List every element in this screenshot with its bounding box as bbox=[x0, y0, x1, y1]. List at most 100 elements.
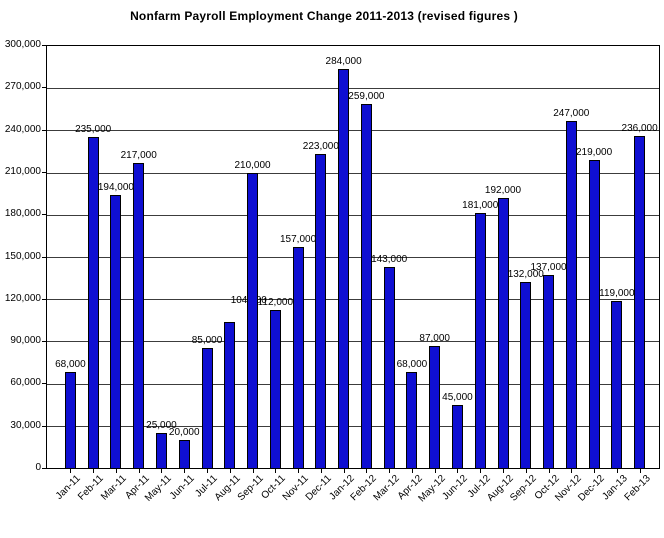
y-tick bbox=[42, 468, 46, 469]
gridline bbox=[47, 88, 659, 90]
x-tick bbox=[207, 469, 208, 473]
x-tick bbox=[571, 469, 573, 473]
x-tick bbox=[70, 469, 72, 473]
x-tick bbox=[115, 469, 117, 473]
bar-value-label: 192,000 bbox=[484, 184, 522, 196]
plot-area: 68,000 235,000 194,000 217,000 25,000 20,000 8… bbox=[46, 45, 660, 469]
bar bbox=[110, 195, 122, 468]
y-tick bbox=[42, 214, 46, 216]
y-tick bbox=[42, 425, 46, 427]
x-axis-label: Jun-11 bbox=[168, 473, 197, 502]
y-axis-label: 210,000 bbox=[4, 165, 41, 177]
bar bbox=[64, 372, 76, 468]
gridline bbox=[47, 383, 659, 385]
bar-value-label: 20,000 bbox=[168, 426, 200, 438]
y-axis-label: 60,000 bbox=[10, 377, 41, 389]
x-tick bbox=[343, 469, 345, 473]
bar-value-label: 223,000 bbox=[302, 141, 339, 153]
bar bbox=[634, 136, 646, 468]
y-axis-label: 0 bbox=[35, 462, 41, 473]
bar-value-label: 137,000 bbox=[530, 262, 567, 274]
bar-value-label: 210,000 bbox=[234, 159, 271, 171]
y-axis-label: 30,000 bbox=[10, 419, 41, 431]
bars-region: 68,000 235,000 194,000 217,000 25,000 20,000 8… bbox=[55, 46, 658, 468]
y-axis-label: 180,000 bbox=[4, 208, 41, 220]
bar bbox=[178, 439, 190, 468]
bar-value-label: 247,000 bbox=[553, 107, 590, 119]
y-tick bbox=[42, 129, 46, 131]
bar bbox=[292, 247, 304, 468]
gridline bbox=[47, 214, 659, 216]
bar bbox=[247, 172, 259, 468]
x-tick bbox=[93, 469, 95, 473]
bar bbox=[87, 137, 99, 468]
bar-value-label: 181,000 bbox=[462, 200, 499, 212]
y-tick bbox=[42, 171, 46, 173]
x-tick bbox=[320, 469, 322, 473]
bar-value-label: 219,000 bbox=[575, 146, 613, 158]
bar-value-label: 235,000 bbox=[75, 124, 112, 136]
y-axis-label: 270,000 bbox=[4, 81, 41, 93]
x-tick bbox=[503, 469, 504, 473]
bar-value-label: 217,000 bbox=[120, 149, 157, 161]
x-tick bbox=[594, 469, 596, 473]
gridline bbox=[47, 130, 659, 132]
x-tick bbox=[184, 469, 186, 473]
bar-value-label: 87,000 bbox=[419, 332, 450, 344]
bar bbox=[588, 159, 600, 468]
bar bbox=[315, 154, 327, 468]
gridline bbox=[47, 341, 659, 343]
x-tick bbox=[389, 469, 391, 473]
y-axis-label: 120,000 bbox=[4, 292, 41, 304]
bar bbox=[543, 275, 555, 468]
x-tick bbox=[639, 469, 641, 473]
y-axis-label: 90,000 bbox=[10, 335, 41, 347]
x-tick bbox=[229, 469, 231, 473]
bar-value-label: 68,000 bbox=[396, 359, 428, 371]
bar-value-label: 25,000 bbox=[146, 419, 177, 431]
x-tick bbox=[138, 469, 140, 473]
bar-value-label: 143,000 bbox=[371, 253, 408, 265]
bar bbox=[565, 120, 577, 468]
x-tick bbox=[434, 469, 436, 473]
x-tick bbox=[366, 469, 368, 473]
x-tick bbox=[275, 469, 277, 473]
bar bbox=[155, 432, 167, 468]
gridline bbox=[47, 172, 659, 174]
bar-value-label: 45,000 bbox=[442, 391, 473, 403]
bar bbox=[451, 404, 463, 468]
bar-value-label: 194,000 bbox=[97, 182, 134, 194]
x-tick bbox=[411, 469, 413, 473]
bar bbox=[360, 103, 372, 468]
y-axis-label: 300,000 bbox=[4, 39, 41, 50]
y-axis-label: 240,000 bbox=[4, 123, 41, 135]
bar-value-label: 157,000 bbox=[279, 234, 317, 246]
bar bbox=[520, 282, 532, 468]
bar bbox=[406, 372, 418, 468]
y-tick bbox=[42, 45, 46, 46]
bar-value-label: 284,000 bbox=[325, 55, 362, 67]
bar bbox=[133, 162, 145, 468]
bar-value-label: 119,000 bbox=[599, 287, 635, 299]
x-tick bbox=[457, 469, 459, 473]
bar bbox=[497, 197, 509, 468]
x-tick bbox=[298, 469, 300, 473]
bar bbox=[474, 213, 486, 468]
bar-value-label: 68,000 bbox=[55, 359, 86, 371]
y-tick bbox=[42, 256, 46, 258]
gridline bbox=[47, 425, 659, 427]
bar bbox=[201, 348, 213, 468]
x-tick bbox=[161, 469, 163, 473]
y-tick bbox=[42, 298, 46, 300]
x-tick bbox=[548, 469, 550, 473]
bar-value-label: 259,000 bbox=[348, 90, 385, 102]
y-axis-label: 150,000 bbox=[4, 250, 41, 262]
gridline bbox=[47, 257, 659, 258]
y-tick bbox=[42, 383, 46, 385]
bar-value-label: 236,000 bbox=[621, 123, 658, 135]
bar-value-label: 132,000 bbox=[507, 269, 544, 281]
bar-value-label: 112,000 bbox=[257, 297, 293, 309]
chart-title: Nonfarm Payroll Employment Change 2011-2… bbox=[130, 9, 518, 23]
gridline bbox=[47, 299, 659, 301]
